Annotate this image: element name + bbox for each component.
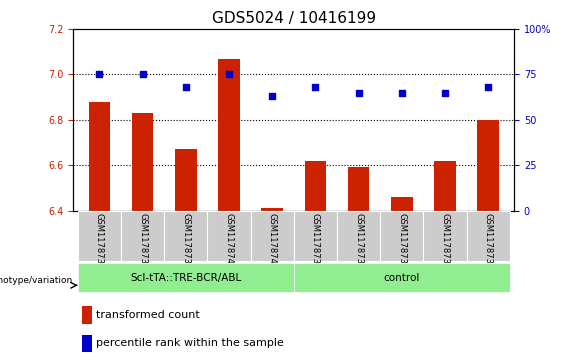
FancyBboxPatch shape (337, 211, 380, 261)
Text: genotype/variation: genotype/variation (0, 277, 73, 285)
Point (484, 84, 493, 90)
Point (95, 72, 104, 77)
Bar (82, 335, 92, 352)
Point (138, 72, 147, 77)
FancyBboxPatch shape (380, 211, 423, 261)
Bar (132, 113, 153, 211)
Text: percentile rank within the sample: percentile rank within the sample (97, 338, 284, 348)
FancyBboxPatch shape (467, 211, 510, 261)
Point (268, 93, 277, 99)
Bar (434, 160, 456, 211)
Point (224, 72, 233, 77)
Bar (89, 102, 110, 211)
Bar (82, 306, 92, 323)
Text: GSM1178738: GSM1178738 (138, 213, 147, 269)
FancyBboxPatch shape (294, 211, 337, 261)
Bar (305, 160, 326, 211)
Point (354, 90, 363, 95)
FancyBboxPatch shape (207, 211, 251, 261)
FancyBboxPatch shape (423, 211, 467, 261)
FancyBboxPatch shape (294, 263, 510, 293)
Text: GSM1178739: GSM1178739 (181, 213, 190, 269)
Bar (262, 208, 283, 211)
Point (181, 84, 190, 90)
Text: GSM1178737: GSM1178737 (95, 213, 104, 269)
Text: ScI-tTA::TRE-BCR/ABL: ScI-tTA::TRE-BCR/ABL (130, 273, 241, 283)
Text: GSM1178740: GSM1178740 (224, 213, 233, 269)
Bar (477, 120, 499, 211)
Point (311, 84, 320, 90)
FancyBboxPatch shape (164, 211, 207, 261)
Bar (348, 167, 370, 211)
Text: control: control (384, 273, 420, 283)
Text: transformed count: transformed count (97, 310, 200, 320)
Text: GSM1178733: GSM1178733 (354, 213, 363, 269)
FancyBboxPatch shape (78, 211, 121, 261)
Text: GSM1178734: GSM1178734 (397, 213, 406, 269)
Bar (218, 58, 240, 211)
Text: GSM1178732: GSM1178732 (311, 213, 320, 269)
FancyBboxPatch shape (78, 263, 294, 293)
Title: GDS5024 / 10416199: GDS5024 / 10416199 (212, 12, 376, 26)
Bar (175, 149, 197, 211)
Text: GSM1178741: GSM1178741 (268, 213, 277, 269)
FancyBboxPatch shape (121, 211, 164, 261)
Point (441, 90, 450, 95)
Point (397, 90, 406, 95)
Bar (391, 197, 412, 211)
Text: GSM1178736: GSM1178736 (484, 213, 493, 269)
Text: GSM1178735: GSM1178735 (441, 213, 450, 269)
FancyBboxPatch shape (251, 211, 294, 261)
